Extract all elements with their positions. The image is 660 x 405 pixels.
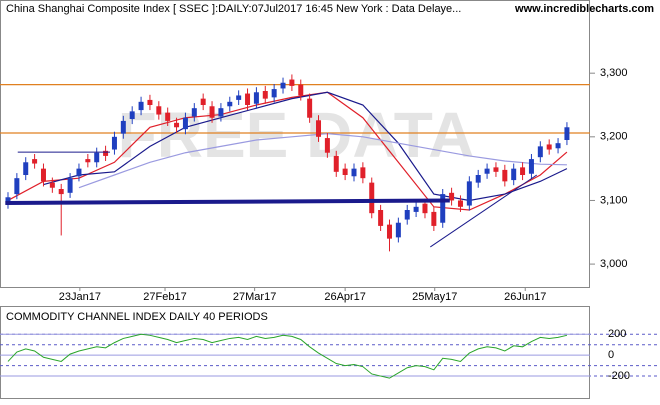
candle-body — [440, 194, 446, 223]
candle-body — [307, 98, 313, 118]
candle-body — [280, 82, 286, 89]
candle-body — [484, 168, 490, 174]
candle-body — [511, 168, 517, 181]
x-tick-label: 27Feb17 — [143, 291, 186, 303]
plot-layer — [0, 74, 590, 252]
y-tick-label: 3,100 — [600, 194, 628, 206]
indicator-tick-label: 0 — [608, 349, 614, 361]
y-tick-label: 3,000 — [600, 258, 628, 270]
candle-body — [289, 79, 295, 86]
candle-body — [395, 222, 401, 238]
candle-body — [555, 143, 561, 149]
y-tick-label: 3,200 — [600, 131, 628, 143]
candle-body — [94, 152, 100, 163]
candle-body — [32, 159, 38, 164]
candle-body — [227, 101, 233, 107]
candle-body — [253, 92, 259, 104]
candle-body — [209, 106, 215, 118]
candle-body — [404, 210, 410, 220]
candle-body — [431, 211, 437, 226]
candle-body — [546, 144, 552, 150]
candle-body — [5, 197, 11, 204]
trend-line — [430, 174, 538, 248]
candle-body — [23, 162, 29, 175]
watermark: FREE DATA — [118, 99, 475, 171]
candle-body — [245, 93, 251, 105]
indicator-tick-label: -200 — [608, 370, 630, 382]
moving-average — [7, 91, 568, 211]
candle-body — [298, 84, 304, 96]
candle-body — [191, 108, 197, 117]
candle-body — [58, 189, 64, 195]
candle-body — [449, 192, 455, 201]
candle-body — [537, 146, 543, 158]
candle-body — [466, 181, 472, 206]
candle-body — [378, 210, 384, 226]
cci-line — [7, 333, 568, 379]
candle-body — [271, 89, 277, 98]
x-tick-label: 26Apr17 — [324, 291, 366, 303]
indicator-panel — [0, 306, 590, 399]
candle-body — [342, 168, 348, 175]
x-tick-label: 26Jun17 — [504, 291, 546, 303]
candle-body — [236, 95, 242, 100]
candle-body — [422, 203, 428, 214]
candle-body — [67, 178, 73, 193]
candle-body — [129, 111, 135, 119]
candle-body — [182, 117, 188, 130]
candle-body — [200, 98, 206, 105]
candle-body — [103, 150, 109, 156]
candle-body — [386, 224, 392, 239]
price-panel — [0, 0, 590, 288]
candle-body — [351, 168, 357, 177]
candle-body — [49, 182, 55, 188]
candle-body — [528, 159, 534, 174]
candle-body — [413, 206, 419, 212]
candle-body — [120, 120, 126, 134]
candle-body — [493, 167, 499, 172]
chart-title: China Shanghai Composite Index [ SSEC ]:… — [6, 3, 461, 15]
candle-body — [262, 91, 268, 99]
y-tick-label: 3,300 — [600, 67, 628, 79]
candle-body — [520, 167, 526, 175]
candle-body — [369, 182, 375, 214]
x-tick-label: 27Mar17 — [233, 291, 276, 303]
indicator-title: COMMODITY CHANNEL INDEX DAILY 40 PERIODS — [6, 311, 268, 323]
indicator-tick-label: 200 — [608, 328, 626, 340]
trend-line — [5, 198, 450, 205]
candle-body — [147, 99, 153, 105]
site-name: www.incrediblecharts.com — [514, 3, 654, 15]
candle-body — [316, 120, 322, 137]
candle-body — [457, 200, 463, 207]
x-tick-label: 23Jan17 — [59, 291, 101, 303]
candle-body — [475, 175, 481, 183]
candle-body — [111, 136, 117, 150]
candle-body — [174, 122, 180, 128]
candle-body — [502, 169, 508, 182]
candle-body — [333, 155, 339, 172]
candle-body — [138, 101, 144, 111]
candle-body — [156, 106, 162, 115]
candle-body — [85, 159, 91, 163]
candle-body — [14, 178, 20, 195]
x-tick-label: 25May17 — [412, 291, 457, 303]
candle-body — [324, 138, 330, 153]
candle-body — [564, 127, 570, 140]
candle-body — [360, 167, 366, 179]
candle-body — [165, 112, 171, 121]
candle-body — [218, 108, 224, 117]
candle-body — [40, 168, 46, 182]
candle-body — [76, 168, 82, 177]
